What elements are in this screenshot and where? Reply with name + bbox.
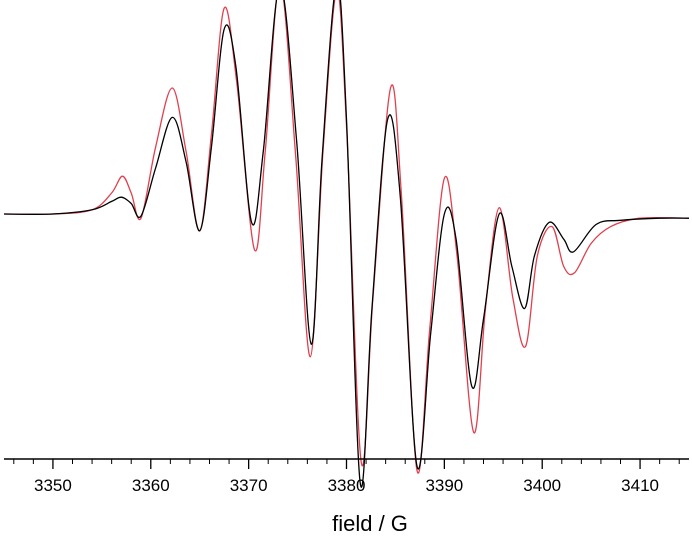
x-axis: 3350 3360 3370 3380 3390 3400 3410 xyxy=(4,458,689,495)
x-tick-label: 3360 xyxy=(132,476,170,495)
series-line-0 xyxy=(3,0,690,488)
x-tick-label: 3410 xyxy=(621,476,659,495)
plot-series-group xyxy=(3,0,690,488)
x-tick-label: 3380 xyxy=(328,476,366,495)
x-tick-label: 3390 xyxy=(425,476,463,495)
x-tick-label: 3350 xyxy=(34,476,72,495)
x-axis-title: field / G xyxy=(332,511,408,536)
x-tick-label: 3400 xyxy=(523,476,561,495)
x-tick-label: 3370 xyxy=(230,476,268,495)
